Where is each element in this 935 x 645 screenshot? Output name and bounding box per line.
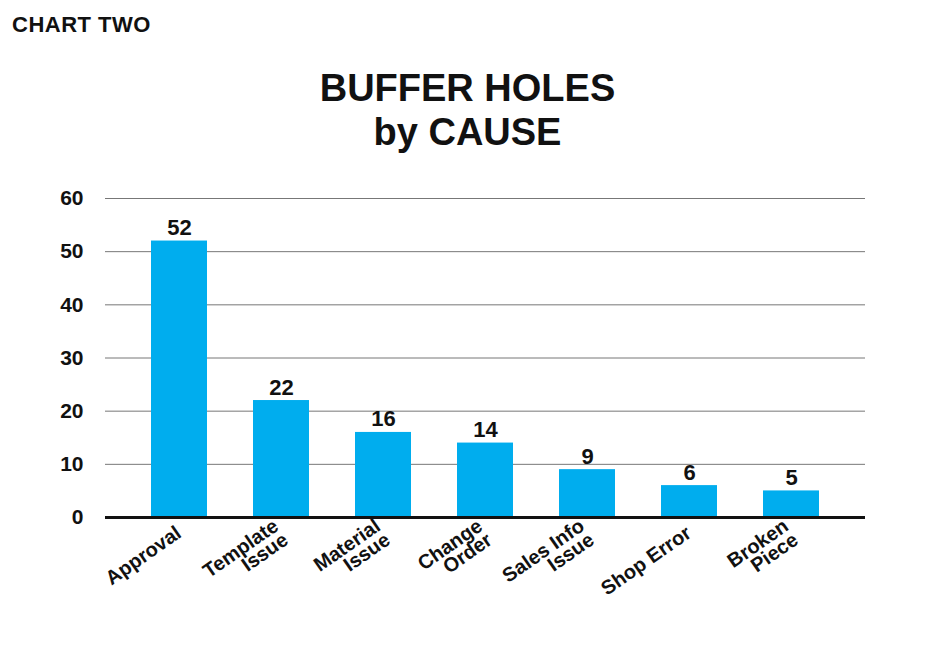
svg-text:0: 0 xyxy=(72,505,84,528)
html-text:BUFFER HOLES: BUFFER HOLES xyxy=(319,67,616,109)
svg-text:20: 20 xyxy=(60,399,83,422)
svg-text:Sales InfoIssue: Sales InfoIssue xyxy=(498,514,598,600)
svg-text:BrokenPiece: BrokenPiece xyxy=(723,514,802,585)
svg-text:14: 14 xyxy=(473,417,498,442)
html-text:CHART TWO: CHART TWO xyxy=(12,12,151,37)
svg-text:30: 30 xyxy=(60,346,83,369)
svg-text:Shop Error: Shop Error xyxy=(597,521,695,599)
svg-text:6: 6 xyxy=(683,460,695,485)
html-text:by CAUSE: by CAUSE xyxy=(373,111,562,153)
svg-text:5: 5 xyxy=(785,465,797,490)
svg-text:TemplateIssue: TemplateIssue xyxy=(199,514,292,595)
svg-text:ChangeOrder: ChangeOrder xyxy=(413,514,496,588)
svg-text:50: 50 xyxy=(60,239,83,262)
svg-text:10: 10 xyxy=(60,452,83,475)
svg-text:MaterialIssue: MaterialIssue xyxy=(309,514,393,589)
svg-text:16: 16 xyxy=(371,406,395,431)
svg-text:9: 9 xyxy=(581,444,593,469)
svg-text:60: 60 xyxy=(60,186,83,209)
svg-text:40: 40 xyxy=(60,293,83,316)
svg-text:22: 22 xyxy=(269,375,293,400)
svg-text:52: 52 xyxy=(167,215,191,240)
svg-text:Approval: Approval xyxy=(101,521,185,589)
